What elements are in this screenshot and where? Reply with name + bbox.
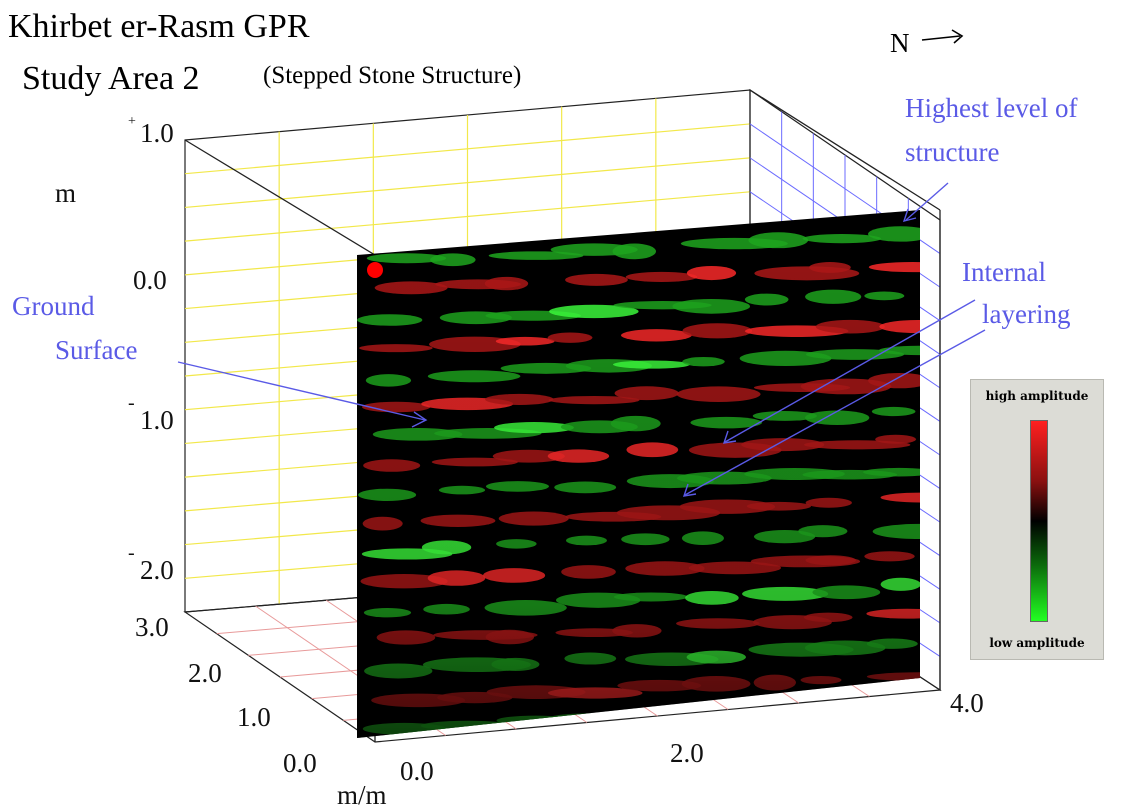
- annotation-highest-line-1: Highest level of: [905, 93, 1078, 123]
- y-tick-4: 0.0: [283, 748, 317, 778]
- ground-surface-marker: [367, 262, 383, 278]
- y-tick-1: 3.0: [135, 612, 169, 642]
- y-tick-2: 2.0: [188, 658, 222, 688]
- depth-tick-1: 1.0: [140, 118, 174, 148]
- legend-low-label: low amplitude: [989, 636, 1085, 650]
- legend-color-bar: [1030, 420, 1048, 622]
- title-subtitle: (Stepped Stone Structure): [263, 62, 522, 89]
- depth-unit-label: m: [55, 178, 77, 208]
- depth-tick-sign-4: -: [128, 542, 135, 564]
- x-tick-3: 4.0: [950, 688, 984, 718]
- amplitude-legend: high amplitude low amplitude: [970, 379, 1104, 660]
- annotation-arrows: [177, 182, 986, 497]
- annotation-internal-line-1: Internal: [962, 257, 1046, 287]
- depth-tick-3: 1.0: [140, 405, 174, 435]
- depth-tick-4: 2.0: [140, 555, 174, 585]
- annotation-highest-line-2: structure: [905, 137, 1000, 167]
- depth-tick-sign-3: -: [128, 392, 135, 414]
- gpr-profile-panel: [357, 210, 920, 738]
- legend-high-label: high amplitude: [985, 389, 1089, 403]
- x-tick-2: 2.0: [670, 738, 704, 768]
- annotation-internal-line-2: layering: [982, 299, 1071, 329]
- x-tick-1: 0.0: [400, 756, 434, 786]
- title-line-1: Khirbet er-Rasm GPR: [8, 8, 310, 45]
- north-label: N: [890, 28, 910, 58]
- depth-tick-sign-1: +: [128, 114, 136, 129]
- annotation-ground-line-1: Ground: [12, 291, 95, 321]
- depth-tick-2: 0.0: [133, 265, 167, 295]
- north-arrow-icon: [921, 29, 964, 44]
- title-line-2: Study Area 2: [22, 60, 200, 97]
- horizontal-unit-label: m/m: [337, 780, 387, 810]
- annotation-ground-line-2: Surface: [55, 335, 138, 365]
- y-tick-3: 1.0: [237, 702, 271, 732]
